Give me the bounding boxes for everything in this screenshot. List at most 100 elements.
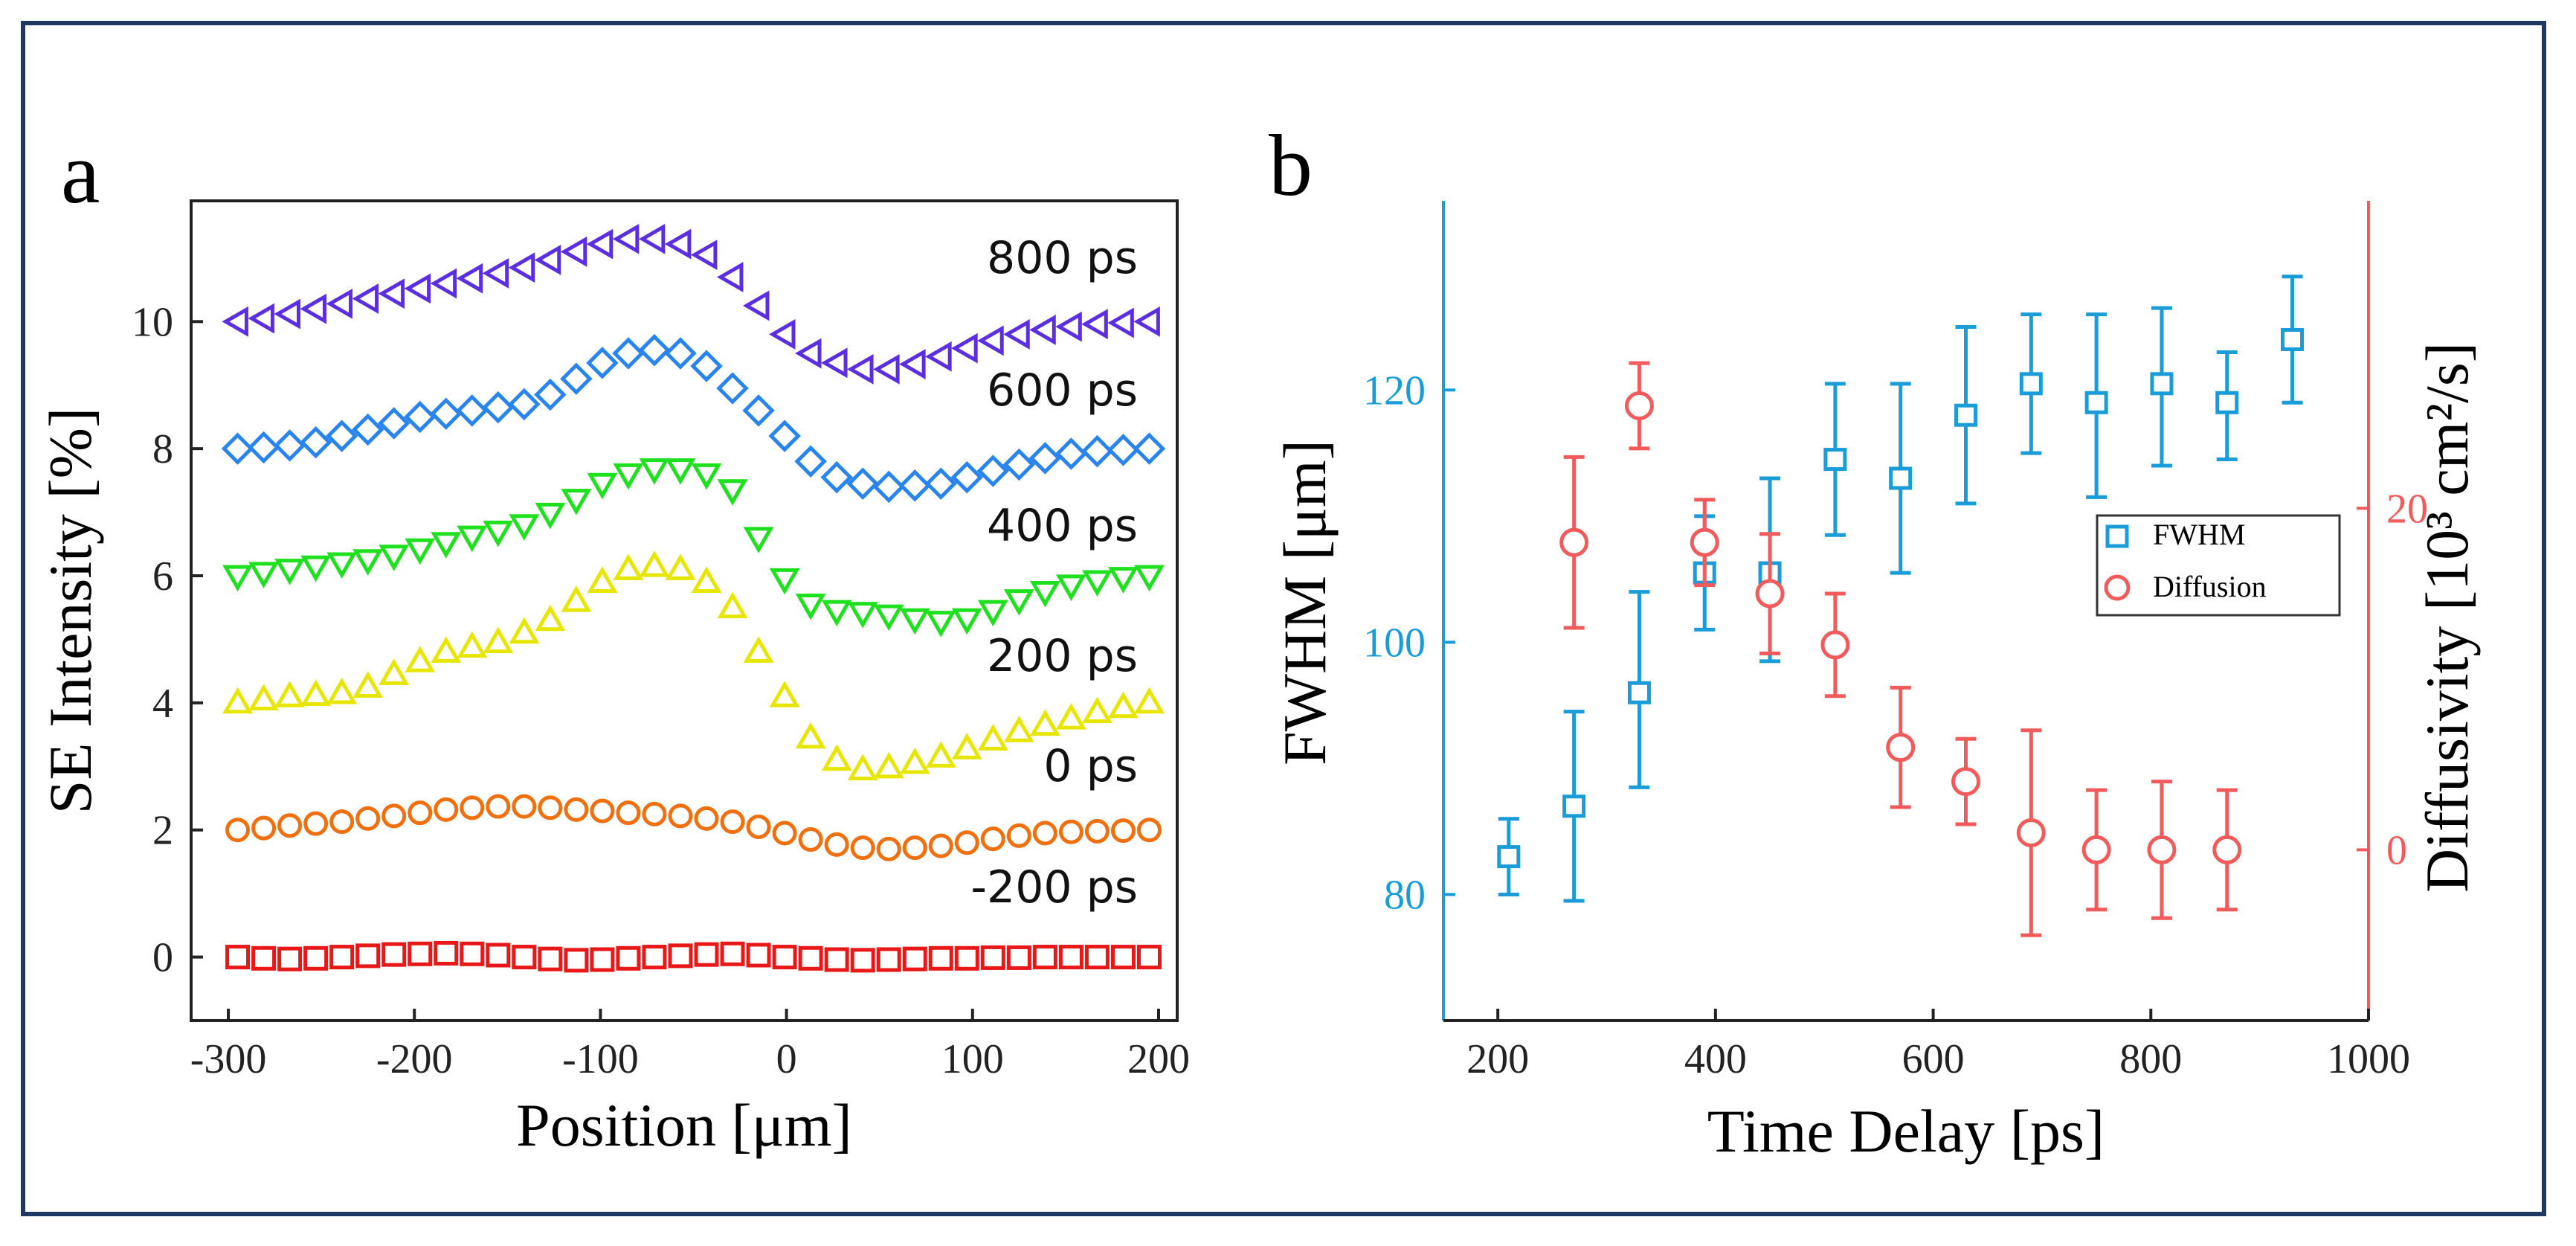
a-point: [1110, 818, 1136, 844]
b-y2-tick-label: 20: [2386, 486, 2428, 532]
b-x-tick-label: 1000: [2327, 1036, 2410, 1082]
a-point: [772, 945, 797, 970]
a-point: [251, 815, 277, 841]
a-point: [902, 946, 927, 972]
a-point: [769, 681, 800, 707]
a-point: [821, 347, 848, 379]
a-point: [768, 420, 801, 452]
b-point: [1497, 845, 1521, 869]
a-point: [1055, 311, 1082, 342]
b-point: [1954, 403, 1977, 427]
a-annotation-label: -200 ps: [970, 861, 1138, 913]
a-point: [716, 262, 744, 292]
a-point: [954, 945, 979, 971]
a-point: [1134, 565, 1165, 592]
a-point: [977, 600, 1008, 627]
a-point: [460, 795, 485, 821]
a-point: [1133, 432, 1166, 465]
a-point: [1003, 318, 1030, 350]
b-x-tick-label: 800: [2119, 1036, 2182, 1082]
a-point: [928, 945, 953, 971]
a-point: [329, 945, 355, 970]
b-point: [2016, 818, 2046, 847]
a-point: [902, 835, 927, 861]
a-point: [772, 821, 797, 846]
a-point: [590, 798, 615, 823]
a-point: [403, 400, 437, 434]
a-point: [613, 463, 644, 490]
b-point: [2212, 835, 2242, 864]
a-point: [483, 520, 514, 547]
a-point: [1136, 818, 1162, 843]
a-point: [746, 942, 771, 968]
a-point: [846, 467, 879, 500]
a-point: [694, 806, 719, 831]
a-point: [225, 945, 251, 970]
a-point: [456, 263, 483, 294]
a-point: [612, 337, 645, 370]
b-point: [1690, 527, 1719, 557]
a-y-tick-label: 8: [152, 426, 173, 472]
a-point: [795, 338, 822, 369]
a-point: [951, 333, 978, 364]
a-point: [638, 334, 671, 367]
b-point: [1823, 448, 1847, 472]
legend-fwhm-marker: [2105, 524, 2129, 548]
panel-b-y-axis-label: FWHM [μm]: [1271, 440, 1339, 765]
a-point: [876, 836, 901, 861]
a-point: [430, 397, 463, 430]
a-point: [717, 591, 748, 619]
a-point: [639, 550, 670, 577]
a-point: [1003, 589, 1034, 616]
a-point: [248, 684, 279, 710]
b-point: [2281, 327, 2305, 351]
a-point: [352, 283, 379, 314]
a-point: [587, 472, 618, 500]
a-x-tick-label: -100: [562, 1036, 639, 1082]
a-x-tick-label: -200: [376, 1036, 453, 1082]
a-point: [742, 394, 775, 427]
a-point: [1084, 818, 1110, 844]
a-point: [720, 941, 745, 966]
a-point: [247, 431, 280, 464]
panel-b-legend-box: [2096, 514, 2341, 617]
a-point: [977, 724, 1008, 751]
a-point: [408, 941, 433, 966]
a-point: [1055, 703, 1086, 730]
a-point: [560, 362, 593, 395]
a-point: [535, 502, 566, 530]
a-point: [691, 463, 722, 490]
b-x-tick-label: 400: [1684, 1036, 1747, 1082]
b-point: [1889, 466, 1913, 490]
a-point: [850, 948, 875, 973]
a-point: [716, 372, 749, 405]
a-point: [564, 797, 589, 822]
a-point: [872, 470, 905, 504]
a-point: [355, 943, 381, 969]
a-point: [457, 525, 488, 553]
panel-b-legend: FWHM Diffusion: [2096, 514, 2341, 617]
a-point: [928, 833, 953, 858]
a-point: [300, 679, 332, 707]
a-point: [977, 325, 1004, 356]
a-point: [951, 733, 982, 760]
a-point: [1107, 434, 1140, 466]
a-series-600ps: [221, 334, 1166, 504]
a-point: [717, 479, 748, 506]
a-point: [277, 946, 303, 972]
b-point: [1951, 767, 1980, 797]
a-point: [743, 527, 774, 553]
a-point: [980, 945, 1005, 970]
a-point: [431, 636, 462, 663]
a-point: [794, 445, 827, 478]
a-point: [222, 565, 253, 592]
b-point: [1886, 733, 1916, 762]
a-x-tick-label: 0: [776, 1036, 797, 1082]
a-point: [668, 943, 693, 969]
legend-diffusion-label: Diffusion: [2153, 570, 2267, 603]
a-point: [1081, 570, 1112, 597]
a-y-tick-label: 4: [152, 681, 173, 727]
a-point: [824, 947, 849, 972]
a-point: [509, 617, 540, 644]
